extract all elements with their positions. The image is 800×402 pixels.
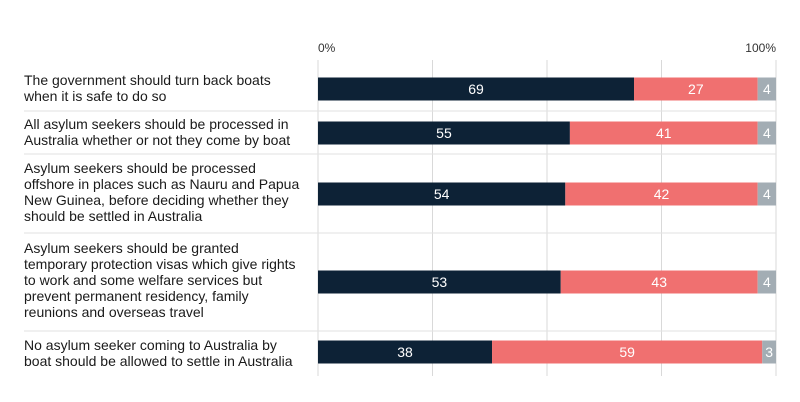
bar-segment [318,270,561,294]
bar-value-label: 3 [765,344,773,360]
category-label-line: when it is safe to do so [24,88,167,104]
bar-value-label: 4 [763,81,771,97]
category-label-line: to work and some welfare services but [24,272,263,288]
category-label: The government should turn back boats whe… [24,72,309,104]
bar-value-label: 43 [651,274,667,290]
bar-segment [560,270,758,294]
bar-segment [757,121,776,145]
bar-segment [569,121,758,145]
bar-value-label: 53 [432,274,448,290]
bar-segment [757,270,776,294]
bar-value-label: 55 [436,125,452,141]
category-label: All asylum seekers should be processed i… [24,116,309,148]
bar-segment [757,182,776,206]
bar-segment [318,77,635,101]
category-label-line: New Guinea, before deciding whether they [24,192,289,208]
bar-value-label: 4 [763,125,771,141]
bar-value-label: 54 [434,186,450,202]
bar-value-label: 59 [619,344,635,360]
bar-segment [762,340,776,364]
x-tick-label: 100% [745,41,776,55]
bar-segment [757,77,776,101]
category-label-line: reunions and overseas travel [24,304,204,320]
bar-value-label: 69 [468,81,484,97]
bar-segment [318,340,493,364]
category-label-line: The government should turn back boats [24,72,271,88]
bar-segment [492,340,763,364]
category-label-line: offshore in places such as Nauru and Pap… [24,176,300,192]
category-label-line: No asylum seeker coming to Australia by [24,337,277,353]
bar-value-label: 4 [763,274,771,290]
category-label-line: All asylum seekers should be processed i… [24,116,289,132]
category-label-line: should be settled in Australia [24,208,203,224]
bar-segment [565,182,758,206]
category-label-line: Australia whether or not they come by bo… [24,132,291,148]
category-label-line: prevent permanent residency, family [24,288,249,304]
bar-value-label: 42 [654,186,670,202]
bar-value-label: 38 [397,344,413,360]
category-label: Asylum seekers should be granted temporar… [24,240,309,320]
category-label-line: boat should be allowed to settle in Aust… [24,353,293,369]
category-label-line: Asylum seekers should be processed [24,160,256,176]
category-label: Asylum seekers should be processed offsho… [24,160,309,224]
bar-value-label: 27 [688,81,704,97]
bar-value-label: 41 [656,125,672,141]
bar-value-label: 4 [763,186,771,202]
category-label-line: Asylum seekers should be granted [24,240,239,256]
x-tick-label: 0% [318,41,336,55]
bar-segment [318,121,570,145]
category-label-line: temporary protection visas which give ri… [24,256,296,272]
bar-segment [634,77,758,101]
category-label: No asylum seeker coming to Australia by b… [24,337,309,369]
bar-segment [318,182,566,206]
